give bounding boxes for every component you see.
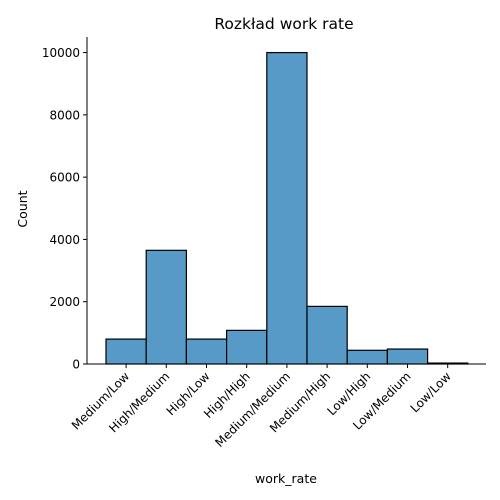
y-tick-label: 6000 — [49, 171, 80, 185]
bar-low-high — [346, 349, 389, 365]
bar-medium-low — [105, 338, 147, 365]
x-tick-label: Medium/Medium — [212, 369, 293, 450]
x-axis-label: work_rate — [255, 471, 317, 486]
axes-layer: 0200040006000800010000Medium/LowHigh/Med… — [42, 37, 486, 450]
bar-high-low — [185, 338, 228, 365]
y-tick-label: 10000 — [42, 46, 80, 60]
bar-medium-medium — [266, 51, 308, 365]
bar-medium-high — [306, 305, 348, 365]
chart-title: Rozkład work rate — [214, 15, 353, 33]
bar-low-medium — [386, 348, 429, 365]
bar-high-medium — [145, 249, 187, 365]
y-tick-label: 8000 — [49, 108, 80, 122]
y-tick-label: 2000 — [49, 295, 80, 309]
x-tick-label: Low/Low — [408, 369, 454, 415]
y-tick-label: 0 — [72, 358, 80, 372]
y-axis-label: Count — [15, 190, 30, 227]
bar-high-high — [226, 329, 268, 365]
bars-layer — [105, 51, 469, 365]
y-tick-label: 4000 — [49, 233, 80, 247]
